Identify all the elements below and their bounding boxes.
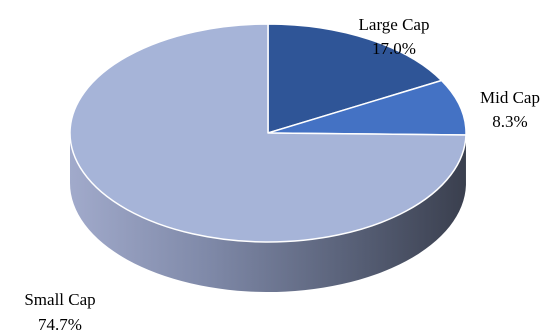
pie-label-large-cap-value: 17.0% (372, 39, 416, 58)
pie-slices (69, 23, 467, 243)
pie-slice-small-cap (69, 23, 467, 243)
pie-label-small-cap-value: 74.7% (38, 315, 82, 334)
pie-labels: Large Cap 17.0% Mid Cap 8.3% Small Cap 74.7% (24, 15, 540, 334)
pie-side-small-cap (70, 133, 466, 292)
pie-slice-mid-cap (267, 79, 467, 136)
pie-slice-large-cap (267, 23, 443, 134)
pie-depth (70, 133, 466, 292)
pie-label-small-cap-name: Small Cap (24, 290, 95, 309)
pie-label-mid-cap-value: 8.3% (492, 112, 527, 131)
pie-label-mid-cap-name: Mid Cap (480, 88, 540, 107)
pie-label-large-cap-name: Large Cap (359, 15, 430, 34)
